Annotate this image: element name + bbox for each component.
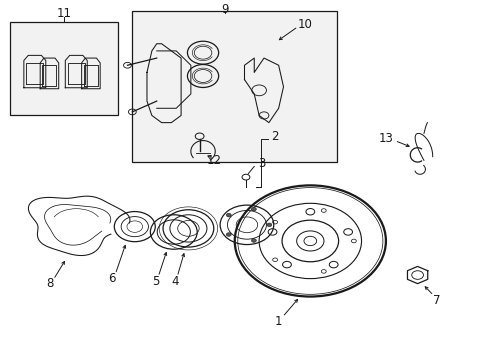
Circle shape bbox=[251, 239, 256, 242]
Text: 6: 6 bbox=[108, 273, 115, 285]
Text: 1: 1 bbox=[274, 315, 282, 328]
Text: 11: 11 bbox=[57, 7, 71, 20]
Text: 4: 4 bbox=[171, 275, 179, 288]
Circle shape bbox=[226, 233, 231, 236]
Text: 13: 13 bbox=[378, 132, 392, 145]
Text: 7: 7 bbox=[432, 294, 440, 307]
Bar bbox=[10, 22, 118, 116]
Text: 3: 3 bbox=[257, 157, 264, 170]
Text: 2: 2 bbox=[270, 130, 278, 144]
Text: 8: 8 bbox=[46, 278, 53, 291]
Text: 12: 12 bbox=[206, 154, 222, 167]
Circle shape bbox=[266, 223, 271, 226]
Text: 9: 9 bbox=[221, 3, 228, 16]
Text: 10: 10 bbox=[297, 18, 312, 31]
Bar bbox=[132, 12, 336, 162]
Text: 5: 5 bbox=[152, 275, 159, 288]
Circle shape bbox=[251, 207, 256, 211]
Circle shape bbox=[226, 213, 231, 217]
